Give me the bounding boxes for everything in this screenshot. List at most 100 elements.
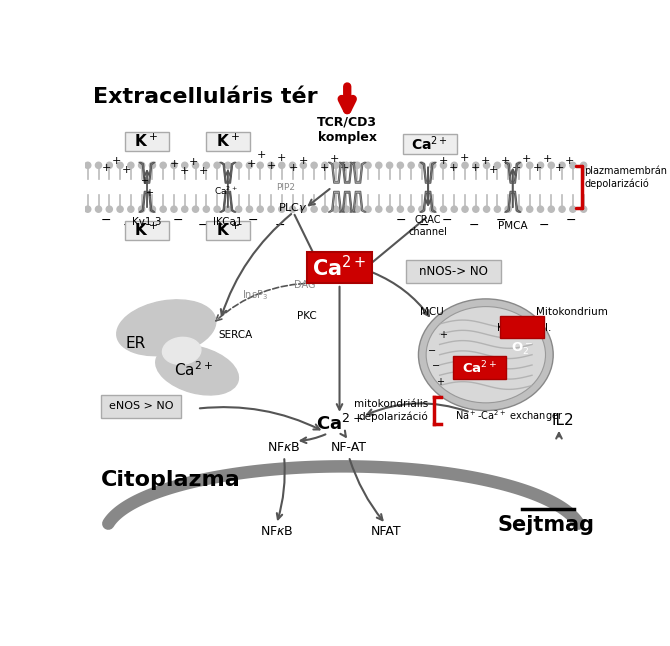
Text: +: +: [257, 149, 266, 160]
Text: NF$\kappa$B: NF$\kappa$B: [259, 525, 293, 538]
Text: SERCA: SERCA: [218, 331, 253, 340]
Circle shape: [527, 206, 533, 213]
Circle shape: [257, 162, 263, 169]
FancyBboxPatch shape: [406, 260, 501, 283]
Text: −: −: [173, 213, 183, 227]
Polygon shape: [328, 191, 345, 213]
Circle shape: [376, 162, 382, 169]
Circle shape: [354, 162, 360, 169]
Circle shape: [107, 206, 113, 213]
Text: +: +: [500, 156, 510, 165]
Text: PIP2: PIP2: [276, 183, 295, 192]
Text: PMCA: PMCA: [498, 221, 527, 231]
Circle shape: [580, 162, 587, 169]
Text: Ca$^{2+}$: Ca$^{2+}$: [312, 255, 366, 280]
Circle shape: [225, 206, 231, 213]
Circle shape: [95, 162, 102, 169]
Circle shape: [279, 162, 285, 169]
Circle shape: [171, 162, 177, 169]
Circle shape: [451, 206, 458, 213]
Circle shape: [182, 162, 188, 169]
Text: Ca$^{2+}$: Ca$^{2+}$: [462, 360, 497, 376]
Circle shape: [397, 206, 403, 213]
Text: plazmamembrán
depolarizáció: plazmamembrán depolarizáció: [584, 166, 667, 189]
Text: eNOS > NO: eNOS > NO: [109, 401, 173, 412]
Text: +: +: [533, 163, 542, 173]
Text: −: −: [496, 213, 507, 227]
Text: IKCa1: IKCa1: [213, 217, 243, 227]
Text: +: +: [180, 167, 189, 176]
Text: PLC$\gamma$: PLC$\gamma$: [279, 202, 308, 215]
Text: ER: ER: [125, 336, 145, 351]
Text: −: −: [274, 219, 285, 232]
Text: Ca$^{2+}$: Ca$^{2+}$: [411, 134, 448, 153]
Text: +: +: [439, 156, 448, 165]
Circle shape: [203, 162, 210, 169]
Circle shape: [171, 206, 177, 213]
Circle shape: [505, 162, 511, 169]
Ellipse shape: [162, 337, 201, 364]
Text: +: +: [267, 161, 277, 171]
Circle shape: [247, 162, 253, 169]
Circle shape: [192, 206, 198, 213]
Circle shape: [236, 162, 242, 169]
Text: +: +: [512, 163, 521, 173]
Circle shape: [149, 162, 155, 169]
Circle shape: [537, 206, 543, 213]
Text: +: +: [170, 159, 179, 169]
FancyBboxPatch shape: [403, 134, 456, 154]
Circle shape: [527, 162, 533, 169]
Circle shape: [419, 162, 425, 169]
Polygon shape: [350, 191, 366, 213]
FancyBboxPatch shape: [206, 132, 250, 151]
Text: Ca$^{2+}$: Ca$^{2+}$: [174, 360, 212, 379]
Text: +: +: [440, 331, 448, 340]
Circle shape: [580, 206, 587, 213]
FancyBboxPatch shape: [307, 253, 372, 283]
Text: −: −: [431, 361, 440, 371]
Circle shape: [128, 162, 134, 169]
Circle shape: [365, 162, 371, 169]
FancyBboxPatch shape: [206, 221, 250, 240]
Polygon shape: [505, 162, 521, 183]
Text: −: −: [565, 213, 576, 227]
Polygon shape: [420, 191, 436, 213]
Text: +: +: [340, 163, 350, 173]
Circle shape: [128, 206, 134, 213]
Text: +: +: [145, 189, 153, 198]
Circle shape: [419, 206, 425, 213]
Ellipse shape: [155, 345, 239, 395]
Polygon shape: [420, 162, 436, 183]
Circle shape: [559, 206, 565, 213]
Text: +: +: [289, 163, 298, 173]
Text: K$^+$: K$^+$: [135, 133, 158, 150]
Text: −: −: [123, 219, 133, 232]
Circle shape: [160, 162, 166, 169]
Text: +: +: [188, 157, 198, 167]
Circle shape: [311, 162, 317, 169]
Text: +: +: [277, 153, 287, 163]
Circle shape: [548, 206, 554, 213]
Circle shape: [462, 162, 468, 169]
Text: Mitokondrium: Mitokondrium: [536, 307, 608, 317]
Circle shape: [289, 206, 295, 213]
Text: −: −: [428, 346, 436, 356]
Circle shape: [300, 162, 306, 169]
Circle shape: [247, 206, 253, 213]
Polygon shape: [339, 191, 356, 213]
Circle shape: [440, 206, 446, 213]
Circle shape: [484, 162, 490, 169]
Polygon shape: [339, 162, 356, 183]
Circle shape: [516, 206, 522, 213]
Text: Ca$^{2+}$: Ca$^{2+}$: [214, 185, 239, 197]
Circle shape: [268, 162, 274, 169]
Text: +: +: [554, 163, 563, 173]
Circle shape: [95, 206, 102, 213]
Text: +: +: [121, 165, 131, 175]
Circle shape: [117, 206, 123, 213]
Circle shape: [344, 162, 350, 169]
Circle shape: [387, 206, 393, 213]
Ellipse shape: [419, 299, 553, 411]
Circle shape: [214, 206, 220, 213]
Circle shape: [139, 206, 145, 213]
